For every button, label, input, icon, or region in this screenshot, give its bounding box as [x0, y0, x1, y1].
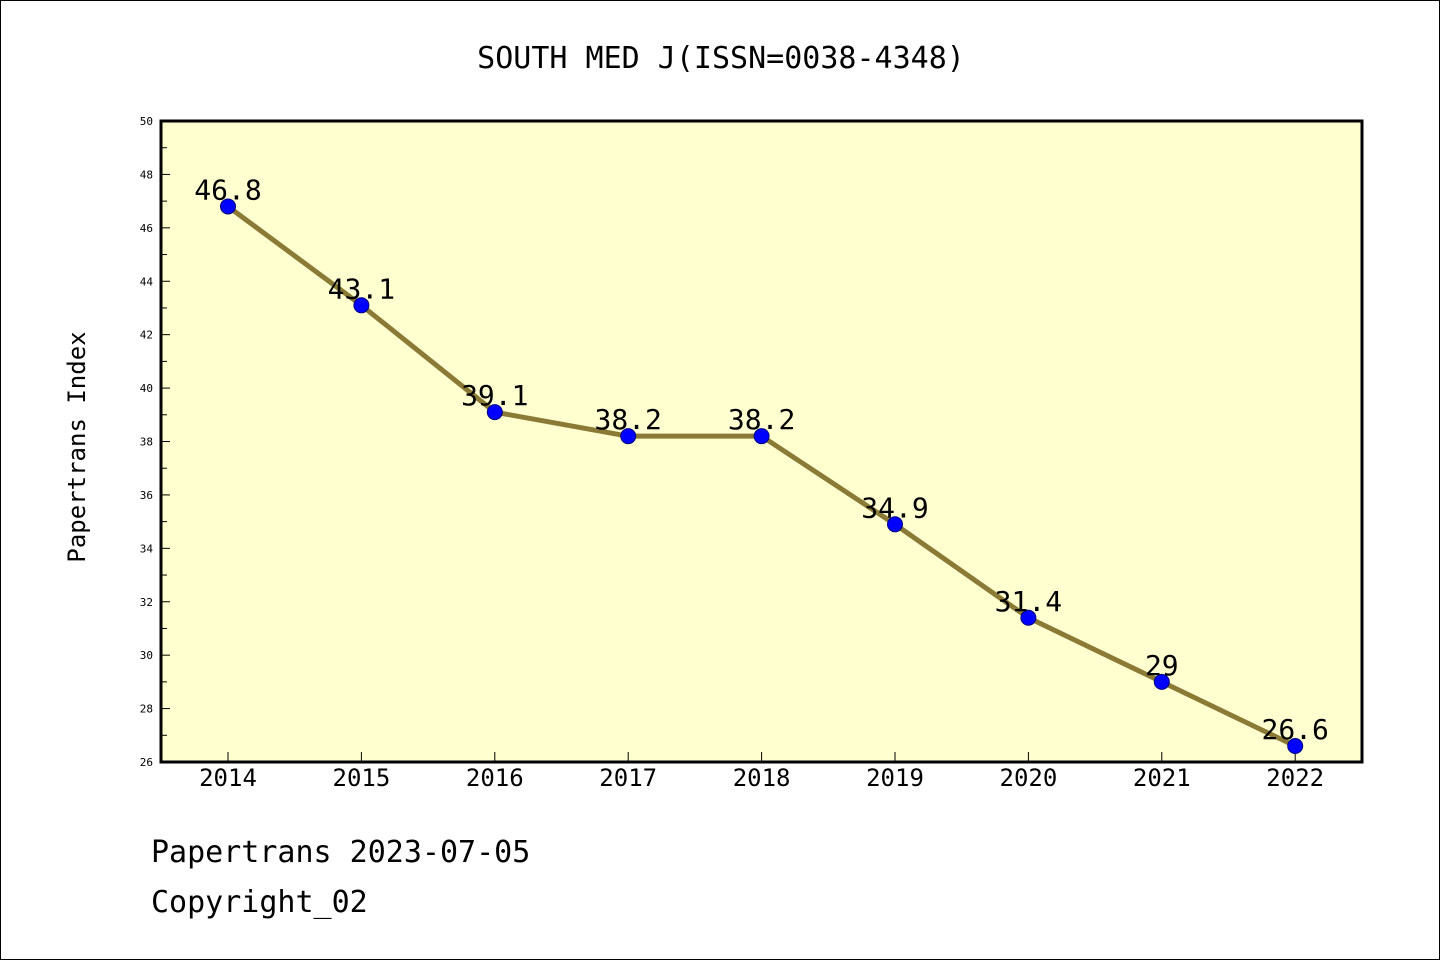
data-point-2021 [1153, 673, 1170, 690]
y-tick-label: 48 [140, 168, 153, 181]
data-point-2017 [620, 428, 637, 445]
data-point-2016 [486, 404, 503, 421]
x-tick-label: 2019 [866, 764, 924, 792]
data-label-2021: 29 [1145, 649, 1179, 682]
x-tick-label: 2015 [333, 764, 391, 792]
x-tick-label: 2014 [199, 764, 257, 792]
data-point-2022 [1287, 737, 1304, 754]
y-tick-label: 40 [140, 382, 153, 395]
y-tick-label: 42 [140, 329, 153, 342]
y-tick-label: 28 [140, 703, 153, 716]
y-tick-label: 30 [140, 649, 153, 662]
data-label-2015: 43.1 [328, 272, 395, 305]
x-tick-label: 2016 [466, 764, 524, 792]
data-label-2019: 34.9 [861, 491, 928, 524]
data-label-2022: 26.6 [1261, 713, 1328, 746]
data-point-2014 [220, 198, 236, 215]
data-label-2016: 39.1 [461, 379, 528, 412]
x-tick-label: 2018 [733, 764, 791, 792]
footer-copyright: Copyright_02 [151, 885, 368, 920]
x-tick-label: 2020 [1000, 764, 1058, 792]
data-point-2020 [1020, 609, 1037, 626]
x-tick-label: 2021 [1133, 764, 1191, 792]
data-point-2019 [887, 516, 903, 533]
x-axis: 2014 2015 2016 2017 2018 2019 2020 2021 2022 [199, 752, 1324, 792]
y-tick-label: 50 [140, 115, 153, 128]
data-label-2020: 31.4 [995, 585, 1062, 618]
footer-date: Papertrans 2023-07-05 [151, 835, 531, 870]
chart-title: SOUTH MED J(ISSN=0038-4348) [477, 41, 965, 76]
data-point-2018 [753, 428, 770, 445]
data-markers [220, 198, 1304, 754]
data-label-2017: 38.2 [594, 403, 661, 436]
x-tick-label: 2022 [1266, 764, 1324, 792]
data-label-2014: 46.8 [194, 173, 261, 206]
y-tick-label: 34 [140, 542, 154, 555]
y-tick-label: 26 [140, 756, 153, 769]
y-tick-label: 32 [140, 596, 153, 609]
y-tick-label: 38 [140, 436, 153, 449]
data-point-2015 [353, 297, 370, 314]
data-labels: 46.8 43.1 39.1 38.2 38.2 34.9 31.4 29 26.6 [194, 173, 1329, 746]
y-tick-label: 44 [140, 275, 154, 288]
x-tick-label: 2017 [599, 764, 657, 792]
y-axis-label: Papertrans Index [63, 331, 91, 562]
y-tick-label: 46 [140, 222, 153, 235]
data-label-2018: 38.2 [728, 403, 795, 436]
y-axis: 26 28 30 32 34 36 38 40 42 44 46 48 50 [140, 115, 170, 769]
y-tick-label: 36 [140, 489, 153, 502]
